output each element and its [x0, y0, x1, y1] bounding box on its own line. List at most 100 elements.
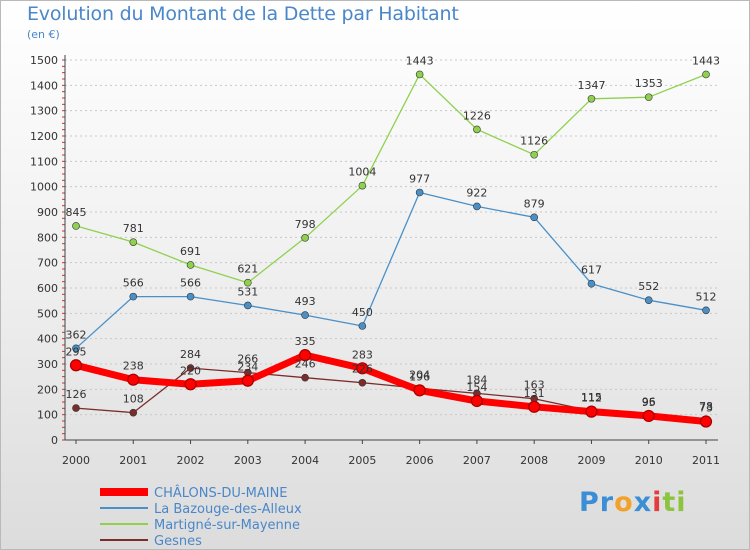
x-tick-label: 2007 — [463, 454, 491, 467]
data-point — [644, 93, 653, 102]
legend-label: Gesnes — [154, 534, 202, 549]
brand-letter: P — [579, 487, 600, 518]
data-label: 95 — [642, 396, 656, 409]
data-point — [186, 261, 195, 269]
data-point — [72, 222, 80, 230]
data-label: 266 — [237, 353, 258, 366]
data-point — [129, 238, 138, 246]
data-point — [644, 296, 653, 304]
data-point — [301, 373, 309, 382]
data-point — [129, 292, 138, 301]
data-point — [72, 404, 80, 412]
y-tick-label: 900 — [37, 206, 58, 219]
y-tick-label: 800 — [37, 231, 58, 244]
data-point — [301, 311, 309, 319]
data-label: 112 — [581, 392, 602, 405]
x-tick-label: 2002 — [177, 454, 205, 467]
data-point — [528, 400, 541, 413]
data-point — [642, 409, 655, 423]
data-label: 220 — [180, 364, 201, 377]
brand-letter: t — [662, 487, 677, 518]
data-point — [241, 374, 254, 387]
chart-title: Evolution du Montant de la Dette par Hab… — [27, 3, 459, 25]
y-tick-label: 700 — [37, 257, 58, 270]
chart-subtitle: (en €) — [27, 28, 60, 41]
data-label: 1226 — [463, 109, 491, 122]
proxiti-logo: Proxiti — [579, 487, 687, 518]
data-label: 552 — [638, 280, 659, 293]
data-label: 922 — [466, 186, 487, 199]
data-point — [473, 125, 481, 134]
y-tick-label: 1000 — [30, 181, 58, 194]
data-label: 1004 — [348, 166, 376, 179]
brand-letter: i — [652, 487, 663, 518]
data-point — [530, 150, 538, 159]
data-label: 977 — [409, 172, 430, 185]
data-label: 879 — [524, 197, 545, 210]
data-label: 226 — [352, 363, 373, 376]
x-tick-label: 2005 — [348, 454, 376, 467]
legend-label: CHÂLONS-DU-MAINE — [154, 485, 288, 501]
data-label: 450 — [352, 306, 373, 319]
brand-letter: o — [614, 487, 634, 518]
y-tick-label: 600 — [37, 282, 58, 295]
x-tick-label: 2001 — [119, 454, 147, 467]
data-label: 1347 — [577, 79, 605, 92]
y-tick-label: 100 — [37, 409, 58, 422]
x-tick-label: 2008 — [520, 454, 548, 467]
data-label: 335 — [295, 335, 316, 348]
data-point — [356, 362, 369, 375]
y-tick-label: 1100 — [30, 155, 58, 168]
data-label: 204 — [409, 368, 430, 381]
data-label: 295 — [66, 345, 87, 358]
data-label: 531 — [237, 285, 258, 298]
data-label: 163 — [524, 379, 545, 392]
data-point — [129, 408, 138, 417]
data-label: 115 — [581, 391, 602, 404]
data-label: 131 — [524, 387, 545, 400]
series-line — [75, 73, 707, 284]
data-point — [127, 373, 140, 386]
legend-label: La Bazouge-des-Alleux — [154, 502, 302, 517]
data-label: 154 — [466, 381, 487, 394]
data-point — [470, 394, 484, 408]
data-label: 566 — [123, 277, 144, 290]
data-label: 1126 — [520, 135, 548, 148]
data-point — [358, 378, 367, 387]
data-point — [702, 306, 710, 315]
data-point — [413, 384, 426, 397]
data-label: 1443 — [406, 54, 434, 67]
x-tick-label: 2011 — [692, 454, 720, 467]
data-label: 1443 — [692, 54, 720, 67]
y-tick-label: 1200 — [30, 130, 58, 143]
data-label: 781 — [123, 222, 144, 235]
brand-letter: r — [599, 487, 615, 518]
data-point — [358, 181, 367, 190]
y-tick-label: 1300 — [30, 105, 58, 118]
data-point — [301, 234, 309, 242]
x-tick-label: 2009 — [577, 454, 605, 467]
data-point — [415, 188, 424, 197]
series-line — [75, 191, 707, 349]
y-tick-label: 400 — [37, 333, 58, 346]
y-tick-label: 0 — [51, 434, 58, 447]
data-point — [186, 364, 195, 372]
data-point — [184, 378, 197, 391]
data-label: 96 — [642, 396, 656, 409]
data-label: 234 — [237, 361, 258, 374]
data-label: 512 — [696, 290, 717, 303]
data-point — [585, 405, 598, 418]
data-point — [244, 278, 252, 287]
data-label: 1353 — [635, 77, 663, 90]
data-label: 283 — [352, 348, 373, 361]
data-label: 566 — [180, 277, 201, 290]
data-label: 691 — [180, 245, 201, 258]
data-label: 798 — [295, 218, 316, 231]
data-label: 284 — [180, 348, 201, 361]
y-tick-label: 300 — [37, 358, 58, 371]
data-label: 73 — [699, 402, 713, 415]
x-tick-label: 2000 — [62, 454, 90, 467]
y-tick-label: 1400 — [30, 79, 58, 92]
